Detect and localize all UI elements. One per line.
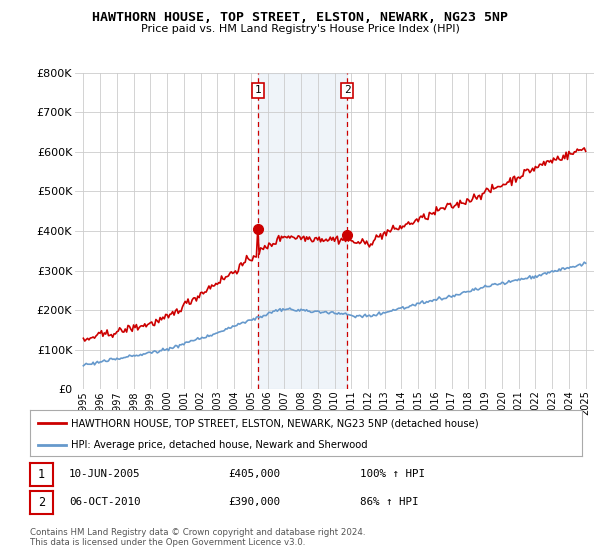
- Text: Price paid vs. HM Land Registry's House Price Index (HPI): Price paid vs. HM Land Registry's House …: [140, 24, 460, 34]
- Text: 100% ↑ HPI: 100% ↑ HPI: [360, 469, 425, 479]
- Text: 1: 1: [255, 86, 262, 95]
- Text: 1: 1: [38, 468, 45, 481]
- Text: £405,000: £405,000: [228, 469, 280, 479]
- Text: 06-OCT-2010: 06-OCT-2010: [69, 497, 140, 507]
- Text: HAWTHORN HOUSE, TOP STREET, ELSTON, NEWARK, NG23 5NP: HAWTHORN HOUSE, TOP STREET, ELSTON, NEWA…: [92, 11, 508, 24]
- Bar: [258, 73, 347, 389]
- Text: HPI: Average price, detached house, Newark and Sherwood: HPI: Average price, detached house, Newa…: [71, 440, 368, 450]
- Text: 10-JUN-2005: 10-JUN-2005: [69, 469, 140, 479]
- Text: Contains HM Land Registry data © Crown copyright and database right 2024.
This d: Contains HM Land Registry data © Crown c…: [30, 528, 365, 547]
- Text: 2: 2: [344, 86, 350, 95]
- Text: £390,000: £390,000: [228, 497, 280, 507]
- Text: 2: 2: [38, 496, 45, 509]
- Text: 86% ↑ HPI: 86% ↑ HPI: [360, 497, 419, 507]
- Text: HAWTHORN HOUSE, TOP STREET, ELSTON, NEWARK, NG23 5NP (detached house): HAWTHORN HOUSE, TOP STREET, ELSTON, NEWA…: [71, 418, 479, 428]
